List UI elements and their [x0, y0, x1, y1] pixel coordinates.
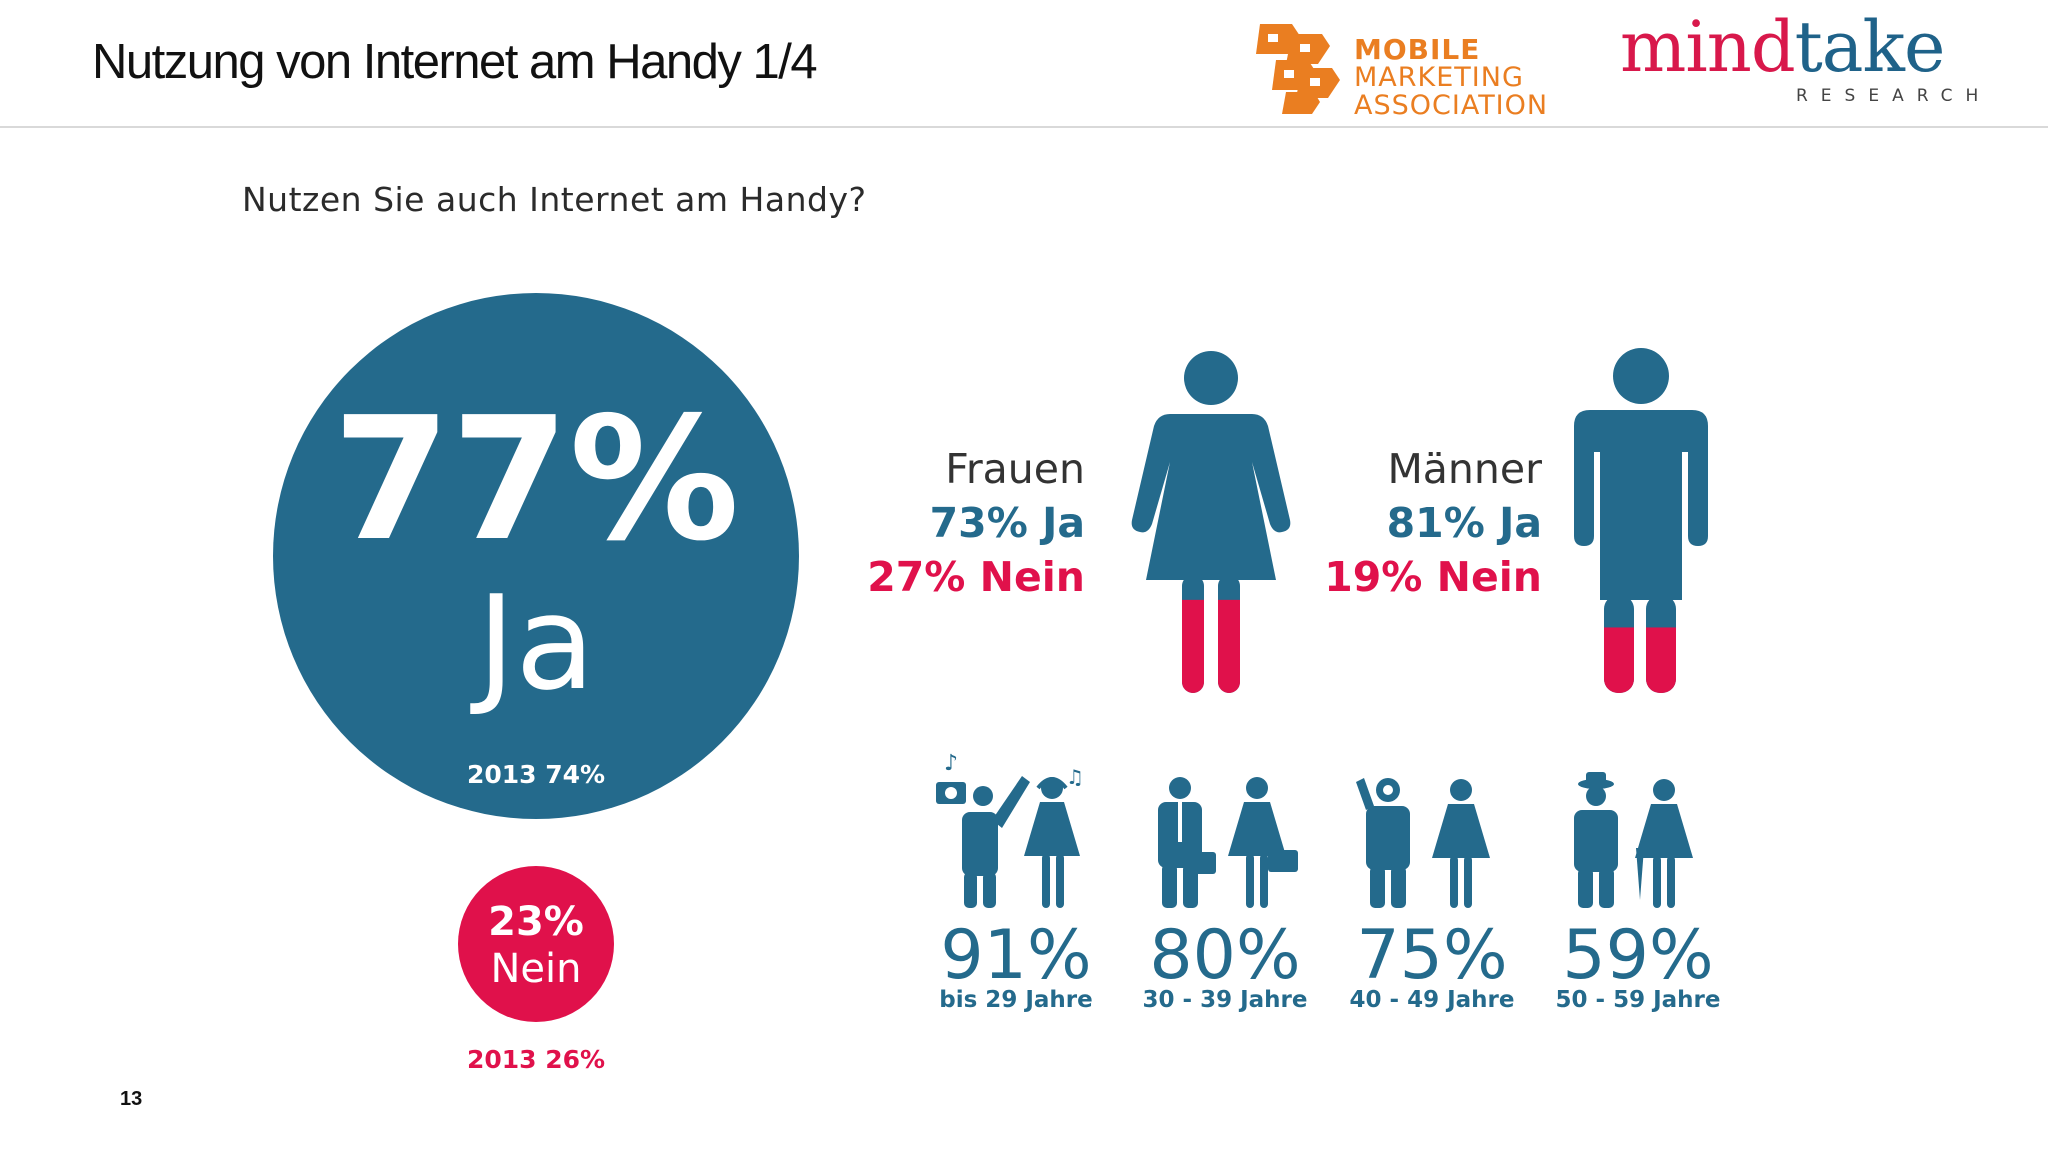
ja-percent-label: 77% [333, 381, 740, 579]
business-people-icon [1158, 777, 1298, 908]
ja-label: Ja [470, 567, 595, 719]
maenner-fill-base [1574, 348, 1708, 693]
music-note-icon: ♪ [944, 751, 958, 776]
mma-line3: ASSOCIATION [1354, 90, 1549, 121]
gender-label-frauen: Frauen [945, 445, 1085, 493]
ja-previous-year: 2013 74% [467, 760, 605, 789]
age-value-label-2: 80% [1149, 916, 1300, 995]
frauen-yes-label: 73% Ja [930, 499, 1085, 547]
age-value-label-1: 91% [940, 916, 1091, 995]
age-category-label-1: bis 29 Jahre [939, 987, 1092, 1013]
young-people-icon: ♪ ♫ [936, 751, 1084, 908]
slide-title: Nutzung von Internet am Handy 1/4 [92, 35, 818, 89]
age-value-label-3: 75% [1356, 916, 1507, 995]
maenner-no-label: 19% Nein [1324, 553, 1542, 601]
survey-question: Nutzen Sie auch Internet am Handy? [242, 180, 867, 219]
mma-line2: MARKETING [1354, 62, 1524, 93]
age-category-label-4: 50 - 59 Jahre [1556, 987, 1721, 1013]
gender-label-maenner: Männer [1387, 445, 1542, 493]
nein-percent-label: 23% [488, 899, 584, 945]
nein-label: Nein [491, 946, 582, 992]
frauen-fill-base [1131, 351, 1291, 693]
ja-circle [273, 293, 799, 819]
maenner-yes-label: 81% Ja [1387, 499, 1542, 547]
older-people-icon [1574, 772, 1693, 908]
mma-logo-mark [1256, 24, 1340, 114]
music-note-icon-2: ♫ [1066, 765, 1084, 789]
mma-line1: MOBILE [1354, 33, 1481, 66]
age-category-label-3: 40 - 49 Jahre [1350, 987, 1515, 1013]
mindtake-research: RESEARCH [1796, 86, 1992, 106]
age-category-label-2: 30 - 39 Jahre [1143, 987, 1308, 1013]
frauen-no-label: 27% Nein [867, 553, 1085, 601]
header-divider [0, 126, 2048, 128]
mindtake-word-b: take [1794, 6, 1946, 88]
page-number: 13 [120, 1088, 143, 1110]
age-value-label-4: 59% [1562, 916, 1713, 995]
age-icons: ♪ ♫ [936, 751, 1693, 908]
mindtake-wordmark: mindtake [1620, 6, 1946, 88]
mma-logo-text: MOBILE MARKETING ASSOCIATION [1354, 36, 1548, 120]
woman-icon [1131, 351, 1291, 693]
nein-circle [458, 866, 614, 1022]
mindtake-word-a: mind [1620, 6, 1796, 88]
maenner-no-fill [1574, 627, 1708, 693]
frauen-no-fill [1131, 599, 1291, 693]
man-icon [1574, 348, 1708, 693]
middle-aged-people-icon [1356, 778, 1490, 908]
nein-previous-year: 2013 26% [467, 1045, 605, 1074]
